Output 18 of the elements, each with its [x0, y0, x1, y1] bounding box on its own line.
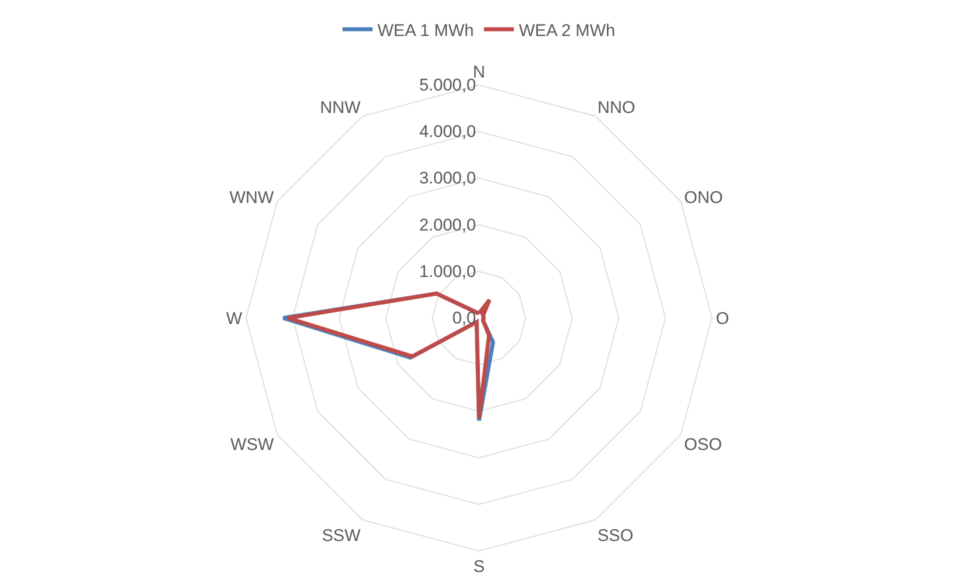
spoke-label: ONO	[684, 188, 723, 208]
y-tick-label: 2.000,0	[419, 215, 476, 234]
y-tick-label: 3.000,0	[419, 168, 476, 188]
y-tick-label: 0,0	[452, 308, 476, 328]
spoke-label: SSO	[597, 526, 634, 545]
legend-label: WEA 2 MWh	[518, 20, 616, 40]
spoke-label: S	[473, 556, 485, 576]
y-tick-label: 4.000,0	[419, 122, 476, 142]
spoke-label: WNW	[229, 188, 274, 208]
spoke-label: SSW	[322, 526, 361, 545]
spoke-label: W	[226, 308, 242, 328]
legend-label: WEA 1 MWh	[378, 20, 474, 40]
spoke-label: OSO	[684, 435, 722, 454]
spoke-label: NNO	[597, 98, 636, 117]
y-tick-label: 1.000,0	[419, 262, 476, 281]
spoke-label: O	[716, 308, 730, 328]
spoke-label: NNW	[320, 98, 361, 117]
spoke-label: WSW	[230, 435, 274, 454]
